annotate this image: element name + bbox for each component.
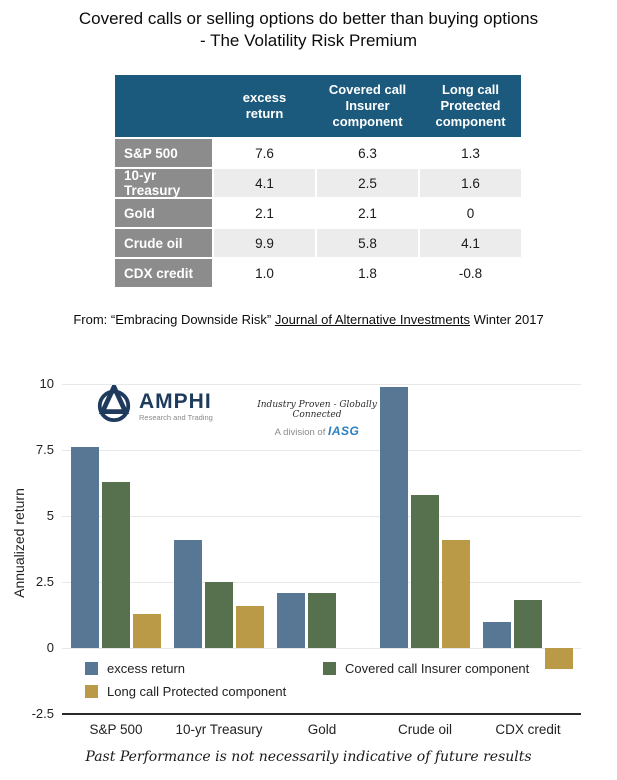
table-cell: 1.6 <box>420 169 521 197</box>
page-title-line2: - The Volatility Risk Premium <box>200 31 417 51</box>
legend-item: excess return <box>85 661 185 676</box>
chart-bar <box>483 621 511 648</box>
chart-bar <box>133 613 161 648</box>
amphi-logo-text: AMPHI Research and Trading <box>139 391 213 422</box>
table-row-label: CDX credit <box>115 259 212 287</box>
x-axis-label: Crude oil <box>397 722 453 737</box>
chart-bar <box>308 592 336 648</box>
legend-item: Covered call Insurer component <box>323 661 529 676</box>
iasg-block: Industry Proven - Globally Connected A d… <box>237 400 397 438</box>
source-journal: Journal of Alternative Investments <box>274 312 470 327</box>
y-tick-label: 2.5 <box>35 574 54 589</box>
table-cell: 4.1 <box>420 229 521 257</box>
gridline <box>62 648 581 649</box>
chart-bar <box>205 582 233 648</box>
legend-swatch <box>85 662 98 675</box>
table-header-cell: Covered call Insurer component <box>328 81 407 130</box>
x-axis-label: 10-yr Treasury <box>175 722 263 737</box>
table-cell: 4.1 <box>214 169 315 197</box>
annualized-return-chart: Annualized return AMPHI Research and Tra… <box>0 355 617 750</box>
chart-bar <box>71 447 99 648</box>
table-cell: 6.3 <box>317 139 418 167</box>
y-tick-label: 7.5 <box>35 442 54 457</box>
gridline <box>62 450 581 451</box>
iasg-division: A division of IASG <box>237 424 397 438</box>
iasg-logo: IASG <box>328 424 360 438</box>
gridline <box>62 516 581 517</box>
table-cell: 2.1 <box>214 199 315 227</box>
page-title: Covered calls or selling options do bett… <box>0 8 617 53</box>
legend-swatch <box>323 662 336 675</box>
chart-bar <box>277 592 305 648</box>
table-cell: 1.0 <box>214 259 315 287</box>
table-row-label: 10-yr Treasury <box>115 168 212 198</box>
table-row-label: Gold <box>115 199 212 227</box>
source-prefix: From: “Embracing Downside Risk” <box>73 312 275 327</box>
page-title-line1: Covered calls or selling options do bett… <box>78 9 539 28</box>
x-axis-label: CDX credit <box>495 722 561 737</box>
table-cell: 5.8 <box>317 229 418 257</box>
x-axis-label: Gold <box>307 722 337 737</box>
table-cell: 2.5 <box>317 169 418 197</box>
x-axis-label: S&P 500 <box>89 722 143 737</box>
amphi-subtitle: Research and Trading <box>139 413 213 422</box>
table-row-label: S&P 500 <box>115 139 212 167</box>
source-suffix: Winter 2017 <box>469 312 544 327</box>
y-tick-label: -2.5 <box>31 706 54 721</box>
iasg-tagline: Industry Proven - Globally Connected <box>257 400 377 420</box>
chart-bar <box>102 481 130 648</box>
amphi-emblem-icon <box>95 381 133 428</box>
table-header-cell: excess return <box>242 89 287 121</box>
legend-swatch <box>85 685 98 698</box>
table-row-label: Crude oil <box>115 229 212 257</box>
table-cell: 0 <box>420 199 521 227</box>
plot-area <box>62 384 581 715</box>
table-cell: 1.8 <box>317 259 418 287</box>
source-citation: From: “Embracing Downside Risk” Journal … <box>0 312 617 327</box>
chart-bar <box>442 539 470 648</box>
table-cell: 1.3 <box>420 139 521 167</box>
x-axis-line <box>62 713 581 715</box>
legend-label: Long call Protected component <box>107 684 287 699</box>
chart-bar <box>236 605 264 648</box>
table-cell: 7.6 <box>214 139 315 167</box>
chart-bar <box>545 648 573 670</box>
table-cell: 2.1 <box>317 199 418 227</box>
gridline <box>62 582 581 583</box>
legend-label: Covered call Insurer component <box>345 661 530 676</box>
y-tick-label: 10 <box>39 376 54 391</box>
disclaimer-text: Past Performance is not necessarily indi… <box>85 749 532 765</box>
y-tick-label: 0 <box>46 640 54 655</box>
amphi-name: AMPHI <box>139 390 212 413</box>
y-tick-label: 5 <box>46 508 54 523</box>
amphi-logo: AMPHI Research and Trading <box>95 381 213 428</box>
chart-bar <box>514 600 542 648</box>
y-axis-title: Annualized return <box>11 488 27 598</box>
chart-bar <box>174 539 202 648</box>
vrp-table: excess return Covered call Insurer compon… <box>115 75 521 287</box>
legend-label: excess return <box>107 661 186 676</box>
legend-item: Long call Protected component <box>85 684 286 699</box>
table-header-cell: Long call Protected component <box>435 81 506 130</box>
chart-bar <box>380 386 408 648</box>
table-cell: -0.8 <box>420 259 521 287</box>
table-cell: 9.9 <box>214 229 315 257</box>
table-header-row: excess return Covered call Insurer compon… <box>115 75 521 137</box>
chart-bar <box>411 494 439 648</box>
division-prefix: A division of <box>274 427 328 438</box>
gridline <box>62 384 581 385</box>
